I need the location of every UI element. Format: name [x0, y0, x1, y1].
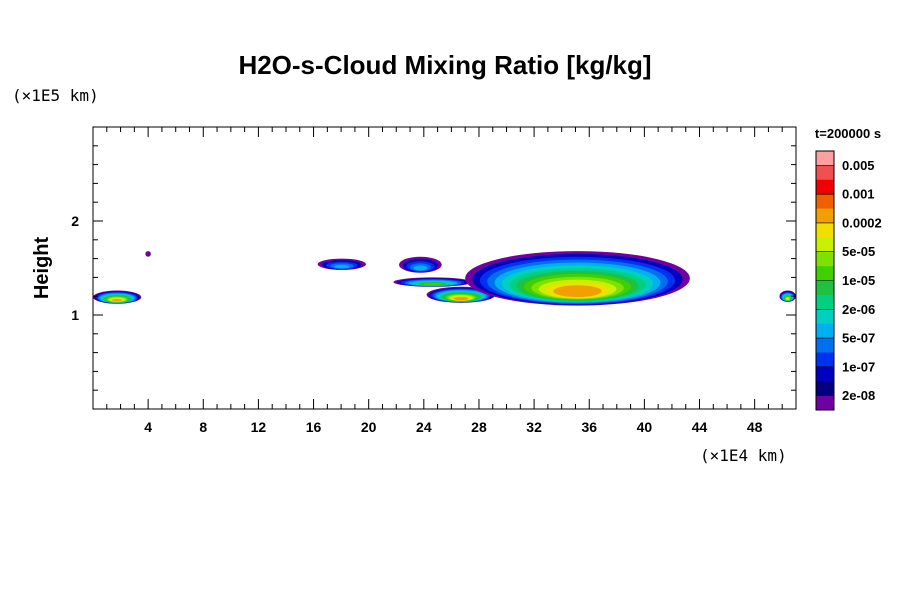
colorbar-label: 5e-05	[842, 244, 875, 259]
colorbar-band	[816, 280, 834, 296]
colorbar-band	[816, 381, 834, 397]
colorbar-band	[816, 266, 834, 281]
cloud-contour	[413, 265, 428, 271]
y-axis-label: Height	[31, 237, 53, 300]
x-tick-label: 40	[637, 419, 653, 435]
x-axis-unit: (×1E4 km)	[700, 446, 787, 465]
x-tick-label: 28	[471, 419, 487, 435]
colorbar-label: 0.0002	[842, 215, 882, 230]
cloud-contour	[145, 251, 151, 257]
colorbar-label: 1e-05	[842, 273, 875, 288]
colorbar-label: 2e-06	[842, 302, 875, 317]
x-tick-label: 8	[199, 419, 207, 435]
x-tick-label: 48	[747, 419, 763, 435]
colorbar-band	[816, 294, 834, 310]
cloud-contour	[423, 283, 443, 286]
colorbar-band	[816, 338, 834, 353]
x-tick-label: 32	[526, 419, 542, 435]
colorbar: 0.005 0.001 0.0002 5e-05 1e-05 2e-06 5e-07 1e-0…	[815, 150, 882, 411]
x-tick-label: 20	[361, 419, 377, 435]
cloud-region	[317, 258, 366, 270]
colorbar-band	[816, 366, 834, 382]
colorbar-band	[816, 208, 834, 224]
x-tick-label: 44	[692, 419, 708, 435]
colorbar-band	[816, 194, 834, 210]
cloud-contour	[785, 297, 790, 301]
cloud-region	[399, 256, 442, 273]
cloud-contour	[111, 298, 123, 302]
cloud-contour	[453, 296, 469, 301]
x-tick-label: 12	[251, 419, 267, 435]
y-tick-label: 2	[71, 213, 79, 229]
x-tick-label: 36	[581, 419, 597, 435]
colorbar-label: 5e-07	[842, 331, 875, 346]
cloud-region	[145, 251, 151, 257]
y-axis-ticks: 12	[71, 145, 796, 391]
colorbar-band	[816, 352, 834, 368]
colorbar-band	[816, 395, 834, 411]
x-axis-ticks: 4 8 12 16 20 24 28 32 36 40 44 48	[106, 127, 783, 435]
colorbar-band	[816, 237, 834, 253]
x-tick-label: 4	[144, 419, 152, 435]
colorbar-band	[816, 309, 834, 325]
colorbar-band	[816, 222, 834, 238]
plot-frame	[92, 126, 797, 410]
cloud-contour	[553, 285, 602, 298]
colorbar-label: 1e-07	[842, 359, 875, 374]
y-axis-unit: (×1E5 km)	[12, 86, 99, 105]
chart-title: H2O-s-Cloud Mixing Ratio [kg/kg]	[238, 50, 651, 80]
cloud-contour	[334, 264, 350, 269]
colorbar-band	[816, 251, 834, 267]
cloud-region	[779, 290, 797, 302]
colorbar-band	[816, 323, 834, 339]
x-tick-label: 24	[416, 419, 432, 435]
cloud-field	[93, 251, 797, 306]
colorbar-band	[816, 165, 834, 181]
colorbar-label: 2e-08	[842, 388, 875, 403]
cloud-region	[93, 290, 142, 304]
colorbar-band	[816, 151, 834, 166]
cloud-region	[465, 251, 690, 306]
x-tick-label: 16	[306, 419, 322, 435]
time-label: t=200000 s	[815, 126, 881, 141]
colorbar-band	[816, 179, 834, 195]
y-tick-label: 1	[71, 307, 79, 323]
colorbar-label: 0.001	[842, 187, 875, 202]
colorbar-label: 0.005	[842, 158, 875, 173]
cloud-region	[393, 277, 473, 287]
